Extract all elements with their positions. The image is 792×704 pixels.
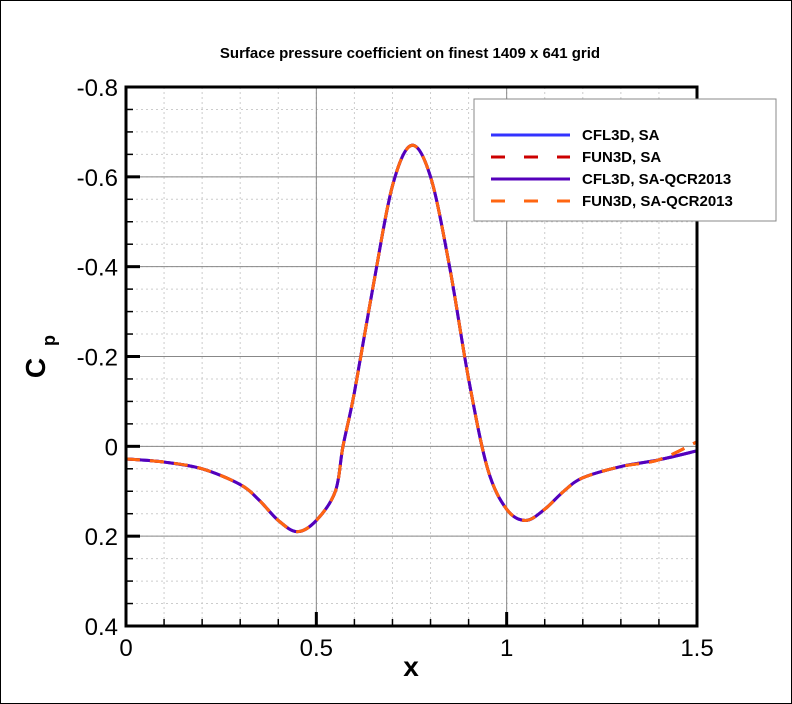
y-tick-label: 0 bbox=[105, 434, 118, 461]
y-axis-label-group: C p bbox=[20, 335, 59, 378]
ticks: 0 0.5 1 1.5 -0.8 -0.6 -0.4 -0.2 0 0.2 0.4 bbox=[77, 75, 714, 662]
x-axis-label: x bbox=[403, 651, 419, 682]
y-tick-label: -0.2 bbox=[77, 345, 118, 372]
x-tick-label: 1.5 bbox=[680, 635, 713, 662]
legend-label: FUN3D, SA bbox=[582, 149, 661, 166]
legend-label: FUN3D, SA-QCR2013 bbox=[582, 193, 733, 210]
legend-label: CFL3D, SA-QCR2013 bbox=[582, 171, 731, 188]
y-tick-label: -0.8 bbox=[77, 75, 118, 102]
y-tick-label: 0.2 bbox=[85, 524, 118, 551]
legend-label: CFL3D, SA bbox=[582, 127, 660, 144]
legend: CFL3D, SA FUN3D, SA CFL3D, SA-QCR2013 FUN3D… bbox=[473, 98, 777, 222]
chart-title: Surface pressure coefficient on finest 1… bbox=[220, 45, 600, 62]
y-axis-label: C bbox=[20, 358, 51, 378]
y-tick-label: 0.4 bbox=[85, 614, 118, 641]
x-tick-label: 0.5 bbox=[300, 635, 333, 662]
y-tick-label: -0.6 bbox=[77, 165, 118, 192]
y-axis-label-subscript: p bbox=[39, 335, 59, 346]
series-lines bbox=[125, 143, 698, 534]
series-line-fun3d-sa-qcr2013 bbox=[125, 143, 698, 534]
y-tick-label: -0.4 bbox=[77, 255, 118, 282]
x-tick-label: 1 bbox=[500, 635, 513, 662]
x-tick-label: 0 bbox=[119, 635, 132, 662]
